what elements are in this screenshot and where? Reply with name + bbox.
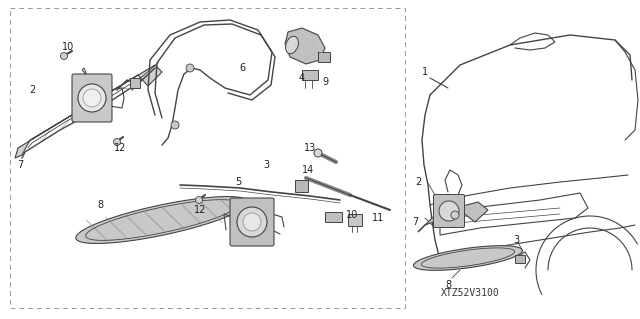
- Text: 8: 8: [445, 280, 451, 290]
- Polygon shape: [348, 214, 362, 226]
- Polygon shape: [245, 218, 258, 226]
- Text: 13: 13: [304, 143, 316, 153]
- Text: 1: 1: [422, 67, 428, 77]
- Bar: [10, 8, 405, 308]
- Circle shape: [243, 213, 261, 231]
- Text: 11: 11: [372, 213, 384, 223]
- Text: 10: 10: [62, 42, 74, 52]
- Circle shape: [195, 197, 202, 204]
- FancyBboxPatch shape: [433, 195, 465, 227]
- Polygon shape: [413, 246, 522, 270]
- Circle shape: [237, 207, 267, 237]
- Ellipse shape: [285, 36, 298, 54]
- Circle shape: [451, 211, 459, 219]
- Text: 5: 5: [235, 177, 241, 187]
- Text: 12: 12: [114, 143, 126, 153]
- Polygon shape: [302, 70, 318, 80]
- Circle shape: [113, 138, 120, 145]
- Text: 2: 2: [29, 85, 35, 95]
- Polygon shape: [515, 255, 525, 263]
- Polygon shape: [76, 197, 248, 243]
- Circle shape: [439, 201, 459, 221]
- Polygon shape: [418, 202, 488, 232]
- Text: 14: 14: [302, 165, 314, 175]
- Text: 6: 6: [239, 63, 245, 73]
- Text: 12: 12: [194, 205, 206, 215]
- Circle shape: [61, 53, 67, 60]
- Text: 2: 2: [415, 177, 421, 187]
- Circle shape: [186, 64, 194, 72]
- Circle shape: [314, 149, 322, 157]
- Polygon shape: [285, 28, 325, 64]
- Text: 3: 3: [513, 235, 519, 245]
- Text: 4: 4: [299, 73, 305, 83]
- Text: 7: 7: [17, 160, 23, 170]
- FancyBboxPatch shape: [72, 74, 112, 122]
- Text: 3: 3: [263, 160, 269, 170]
- Text: 9: 9: [322, 77, 328, 87]
- FancyBboxPatch shape: [230, 198, 274, 246]
- Polygon shape: [325, 212, 342, 222]
- Circle shape: [78, 84, 106, 112]
- Polygon shape: [130, 78, 140, 88]
- Text: XTZ52V3100: XTZ52V3100: [441, 288, 500, 299]
- Circle shape: [171, 121, 179, 129]
- Polygon shape: [318, 52, 330, 62]
- Text: 10: 10: [346, 210, 358, 220]
- Text: 7: 7: [412, 217, 418, 227]
- Polygon shape: [15, 65, 162, 158]
- Text: 8: 8: [97, 200, 103, 210]
- Circle shape: [83, 89, 101, 107]
- Polygon shape: [295, 180, 308, 192]
